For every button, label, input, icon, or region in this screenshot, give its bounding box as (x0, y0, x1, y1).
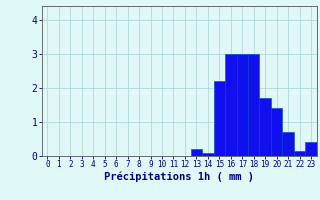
Bar (260, 98, 271, 156)
Bar (294, 151, 305, 156)
Bar (248, 54, 260, 156)
Bar (282, 132, 294, 156)
Bar (271, 108, 282, 156)
Bar (305, 142, 317, 156)
Bar (191, 149, 202, 156)
Bar (202, 153, 214, 156)
X-axis label: Précipitations 1h ( mm ): Précipitations 1h ( mm ) (104, 172, 254, 182)
Bar (225, 54, 236, 156)
Bar (236, 54, 248, 156)
Bar (214, 81, 225, 156)
